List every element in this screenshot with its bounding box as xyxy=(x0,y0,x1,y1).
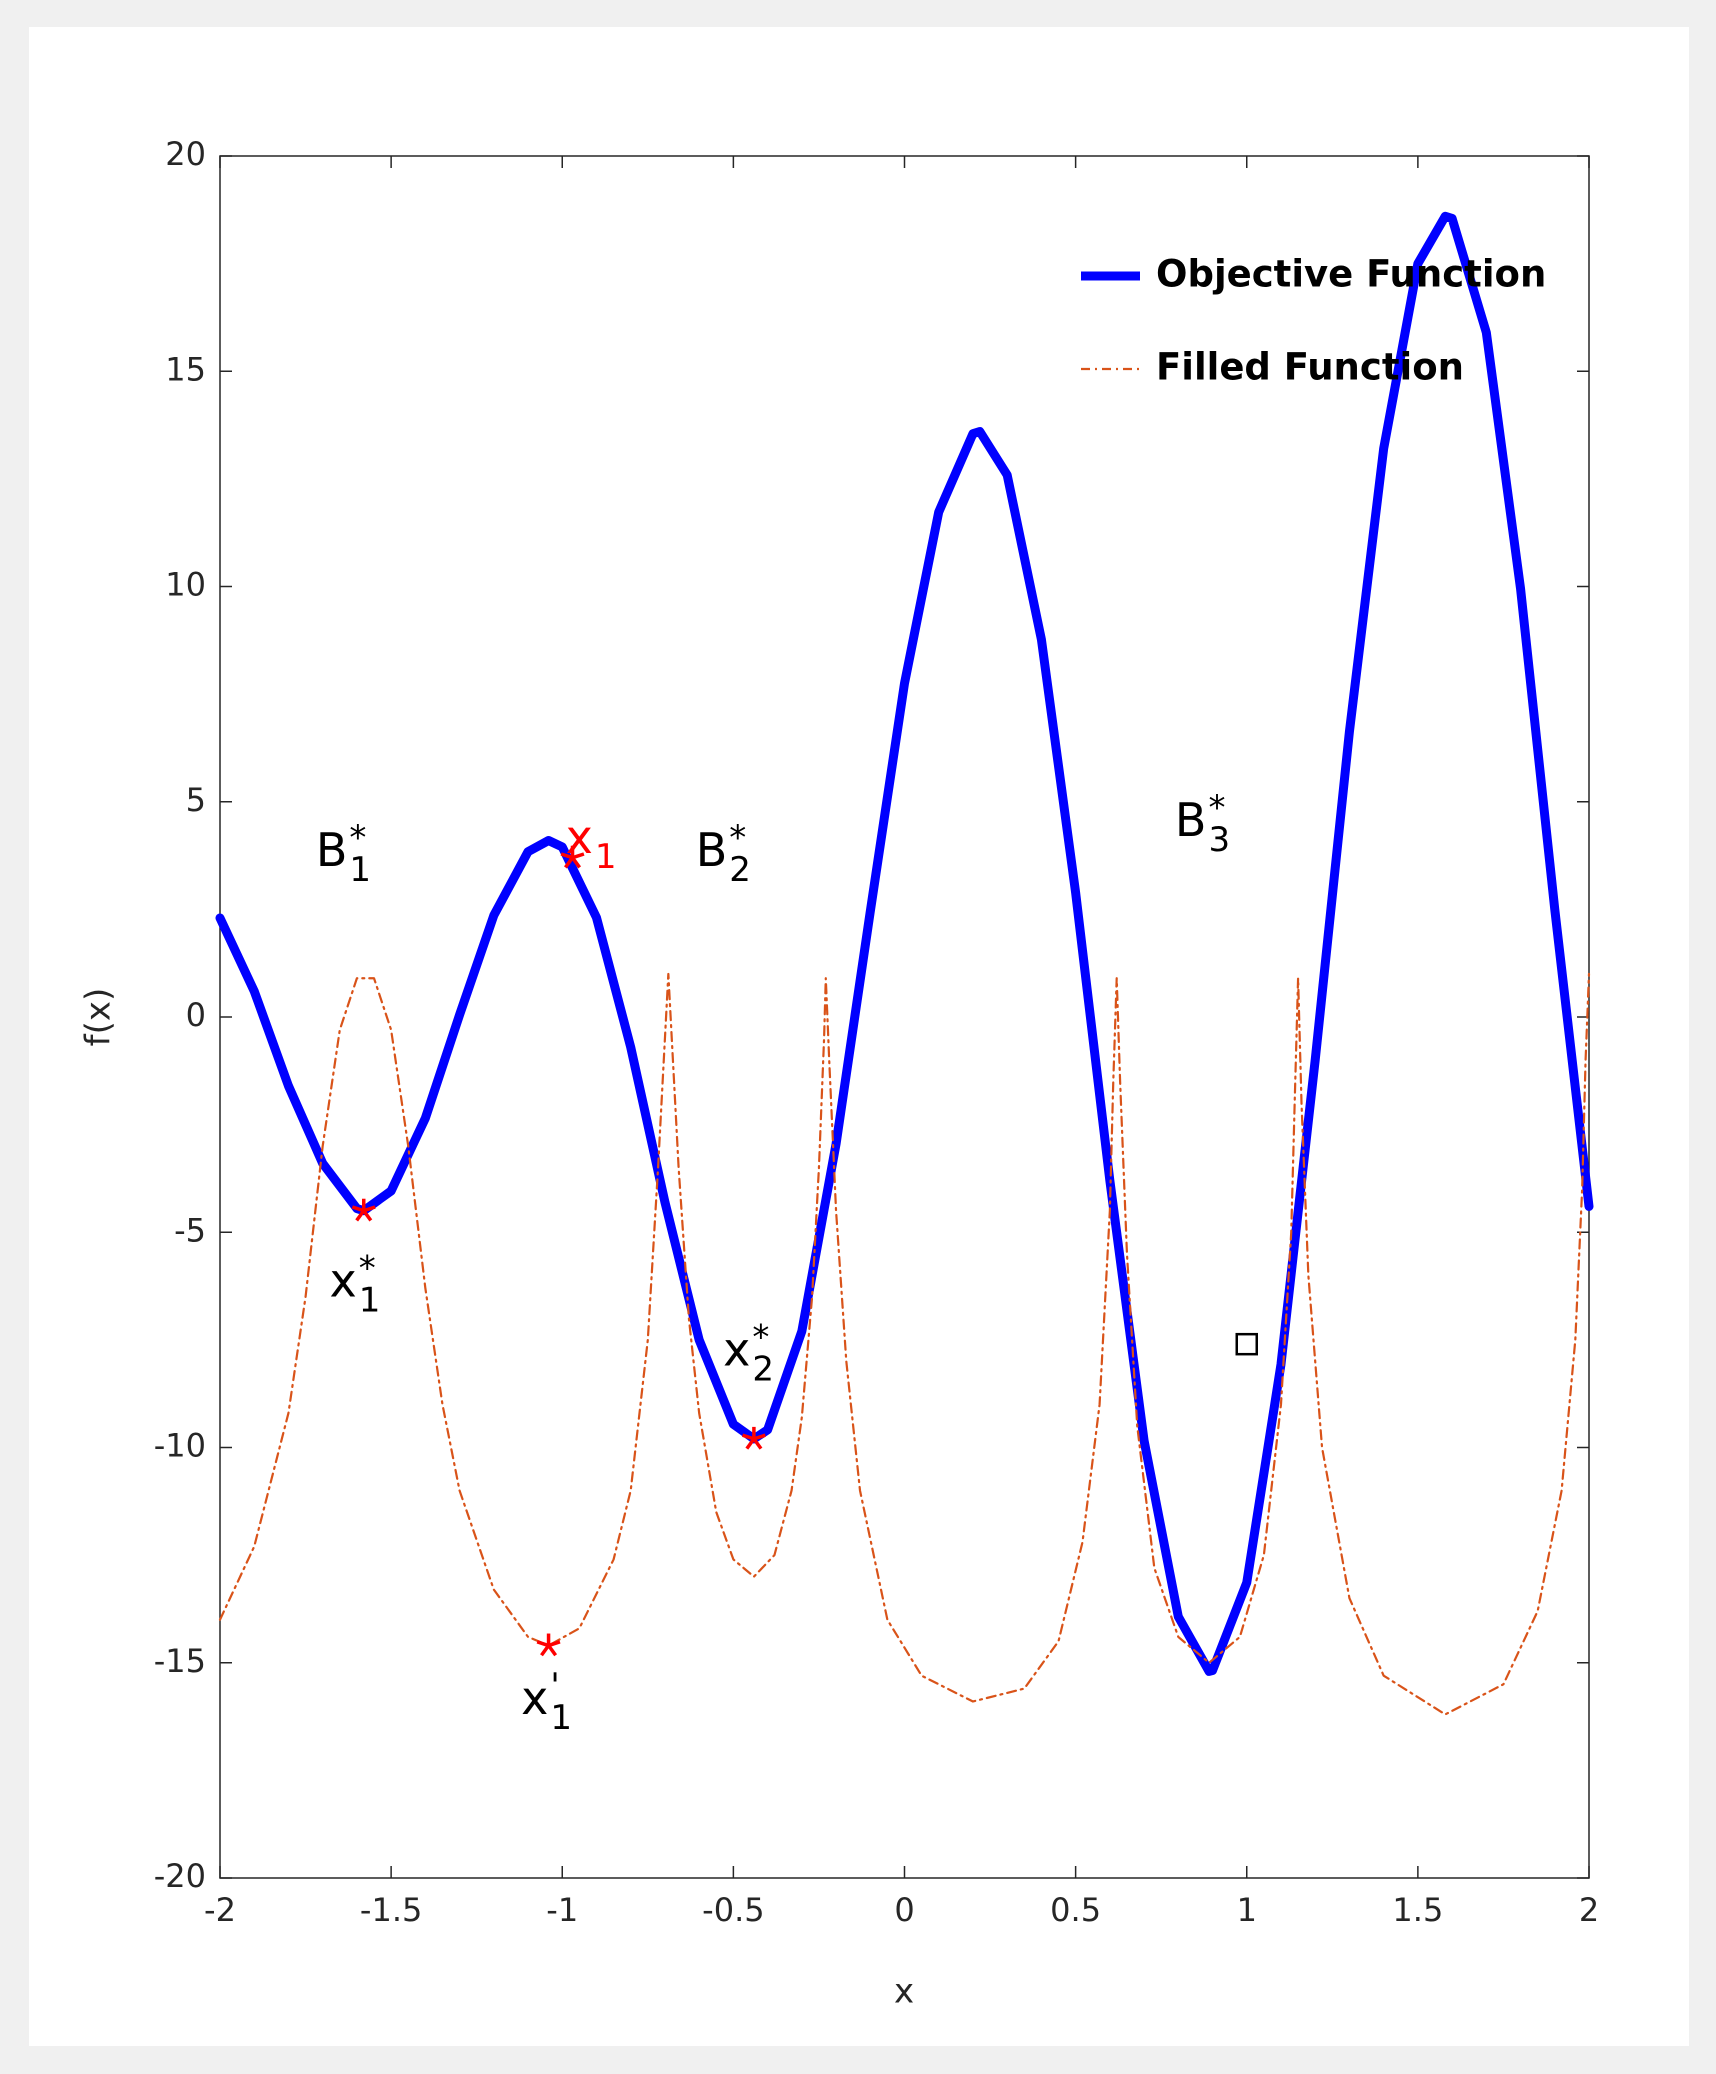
annotation-sub: 1 xyxy=(550,1698,572,1738)
annotation-base: x xyxy=(723,1322,750,1376)
star-stroke xyxy=(536,1640,550,1648)
x-tick-label: 2 xyxy=(1579,1891,1599,1929)
star-marker xyxy=(351,1198,376,1222)
star-stroke xyxy=(355,1209,366,1222)
annotation-sub: 2 xyxy=(752,1349,774,1389)
square-marker xyxy=(1235,1332,1258,1356)
x-tick-label: -1 xyxy=(546,1891,578,1929)
annotation-base: B xyxy=(696,823,728,877)
x-tick-label: 1.5 xyxy=(1392,1891,1443,1929)
y-tick-label: 0 xyxy=(186,996,206,1034)
x-tick-label: 1 xyxy=(1237,1891,1257,1929)
annotation-base: B xyxy=(316,823,348,877)
star-stroke xyxy=(752,1437,763,1450)
x-tick-label: 0.5 xyxy=(1050,1891,1101,1929)
star-stroke xyxy=(548,1640,561,1648)
y-tick-label: 10 xyxy=(165,566,206,604)
star-stroke xyxy=(540,1644,550,1657)
star-stroke xyxy=(560,852,574,860)
series-line xyxy=(215,211,1594,1676)
x-tick-label: -2 xyxy=(204,1891,236,1929)
star-stroke xyxy=(753,1433,766,1441)
y-tick-label: -5 xyxy=(174,1211,206,1249)
y-tick-label: -10 xyxy=(154,1427,206,1465)
annotation-sup: ' xyxy=(550,1666,559,1706)
annotation-sup: * xyxy=(1208,788,1225,828)
annotation-sub: 2 xyxy=(729,850,751,890)
star-stroke xyxy=(741,1433,755,1441)
annotation-sup: * xyxy=(752,1317,769,1357)
star-marker xyxy=(560,845,585,869)
annotation-base: x xyxy=(330,1253,357,1307)
y-tick-label: 15 xyxy=(165,350,206,388)
legend-label: Objective Function xyxy=(1156,253,1546,296)
y-tick-label: -20 xyxy=(154,1857,206,1895)
annotation-sup: * xyxy=(729,818,746,858)
annotation-sup: * xyxy=(349,818,366,858)
star-stroke xyxy=(547,1644,558,1657)
x-axis-label: x xyxy=(894,1972,914,2012)
x-tick-label: 0 xyxy=(894,1891,914,1929)
annotation-sub: 1 xyxy=(349,850,371,890)
annotation-sup: * xyxy=(359,1248,376,1288)
annotation-base: x xyxy=(521,1671,548,1725)
star-stroke xyxy=(571,852,585,860)
x-tick-label: -1.5 xyxy=(360,1891,422,1929)
star-marker xyxy=(536,1633,561,1657)
legend-label: Filled Function xyxy=(1156,346,1464,389)
y-axis-label: f(x) xyxy=(79,988,119,1047)
annotation-sub: 1 xyxy=(359,1280,381,1320)
y-tick-label: 5 xyxy=(186,781,206,819)
annotation-sub: 3 xyxy=(1208,820,1230,860)
star-stroke xyxy=(564,856,574,869)
annotation-base: B xyxy=(1175,793,1207,847)
star-stroke xyxy=(351,1205,365,1213)
star-marker xyxy=(741,1426,766,1450)
plot-frame xyxy=(219,155,1590,1879)
annotation-sub: 1 xyxy=(595,837,617,877)
star-stroke xyxy=(745,1437,756,1450)
y-tick-label: -15 xyxy=(154,1642,206,1680)
star-stroke xyxy=(571,856,582,869)
x-tick-label: -0.5 xyxy=(702,1891,764,1929)
annotation-base: x xyxy=(566,810,593,864)
star-stroke xyxy=(363,1205,376,1213)
series-line xyxy=(218,972,1591,1716)
y-tick-label: 20 xyxy=(165,135,206,173)
star-stroke xyxy=(362,1209,373,1222)
